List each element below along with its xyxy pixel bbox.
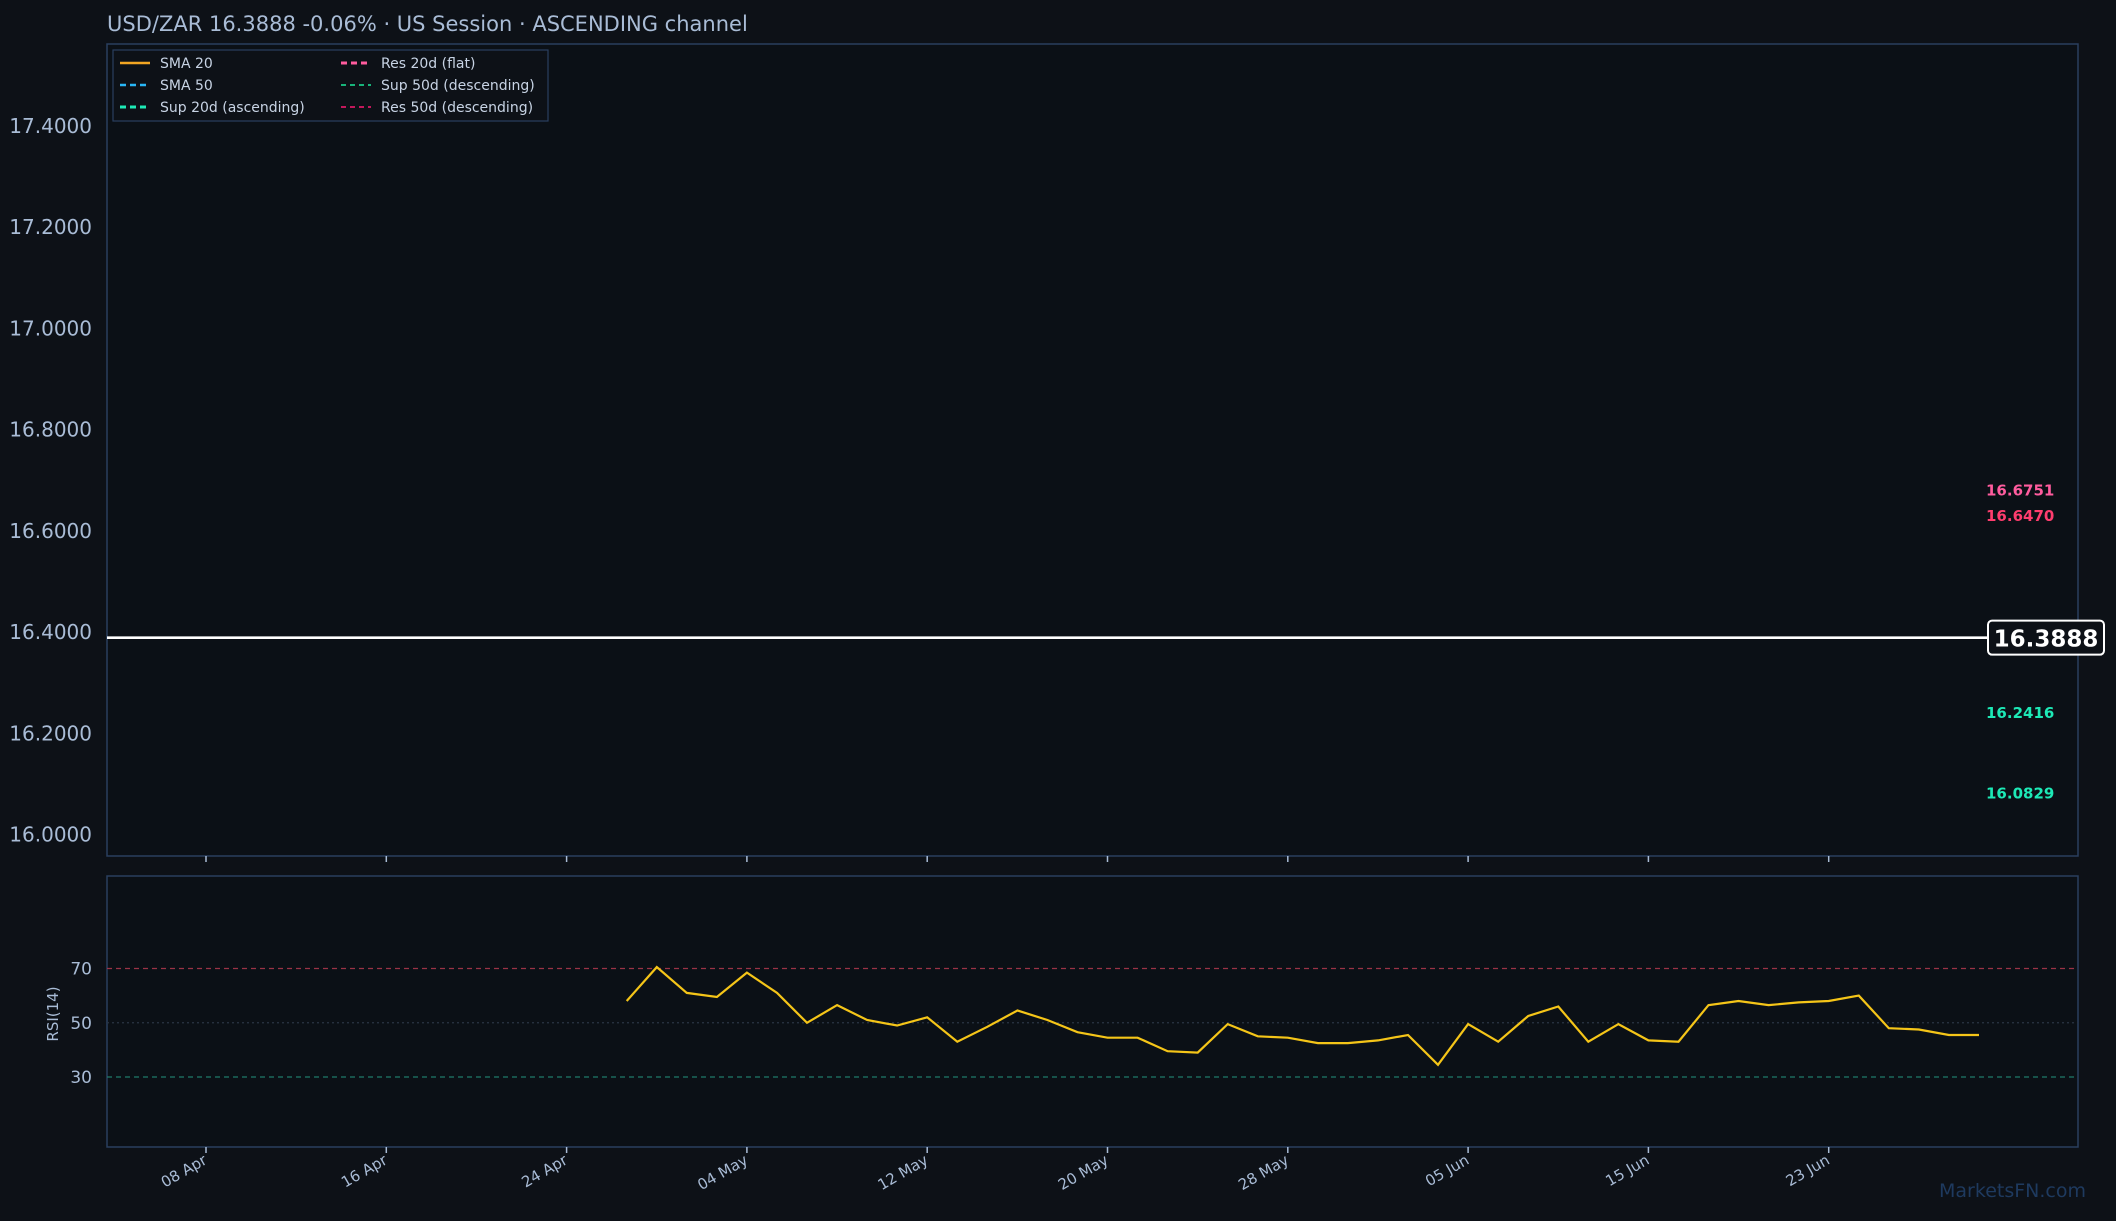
chart-title: USD/ZAR 16.3888 -0.06% · US Session · AS… — [107, 12, 748, 36]
rsi-tick-label: 50 — [70, 1014, 92, 1034]
legend-box — [112, 49, 549, 122]
price-panel-frame — [106, 43, 2079, 857]
rsi-panel-frame — [106, 875, 2079, 1148]
price-tick-label: 17.2000 — [9, 215, 92, 239]
last-price-value: 16.3888 — [1994, 627, 2099, 653]
axes: 16.0000 16.2000 16.4000 16.6000 16.8000 17.00… — [9, 43, 2079, 1194]
legend-item-label: SMA 20 — [160, 56, 213, 72]
rsi-tick-label: 30 — [70, 1068, 92, 1088]
rsi-tick-label: 70 — [70, 960, 92, 980]
price-labels: 16.2416 16.6751 16.0829 16.6470 16.3888 — [107, 482, 2105, 803]
res20-value-label: 16.6751 — [1986, 482, 2054, 500]
price-tick-label: 17.4000 — [9, 114, 92, 138]
res50-value-label: 16.6470 — [1986, 507, 2054, 525]
price-tick-label: 16.6000 — [9, 519, 92, 543]
price-tick-label: 17.0000 — [9, 316, 92, 340]
price-tick-label: 16.0000 — [9, 823, 92, 847]
rsi-axis-label: RSI(14) — [44, 986, 62, 1041]
rsi-panel: 30 50 70 — [70, 960, 2078, 1088]
price-tick-label: 16.4000 — [9, 620, 92, 644]
watermark: MarketsFN.com — [1939, 1180, 2086, 1202]
legend-item-label: Sup 20d (ascending) — [160, 100, 305, 116]
rsi-line — [625, 965, 1979, 1067]
price-tick-label: 16.8000 — [9, 418, 92, 442]
sup50-value-label: 16.0829 — [1986, 785, 2054, 803]
legend-item-label: Res 50d (descending) — [381, 100, 533, 116]
price-tick-label: 16.2000 — [9, 721, 92, 745]
last-price-tag — [1987, 619, 2105, 656]
legend[interactable]: SMA 20 SMA 50 Sup 20d (ascending) Res 20d (… — [112, 49, 549, 122]
legend-item-label: Sup 50d (descending) — [381, 78, 535, 94]
legend-item-label: SMA 50 — [160, 78, 213, 94]
sup20-value-label: 16.2416 — [1986, 704, 2054, 722]
legend-item-label: Res 20d (flat) — [381, 56, 475, 72]
